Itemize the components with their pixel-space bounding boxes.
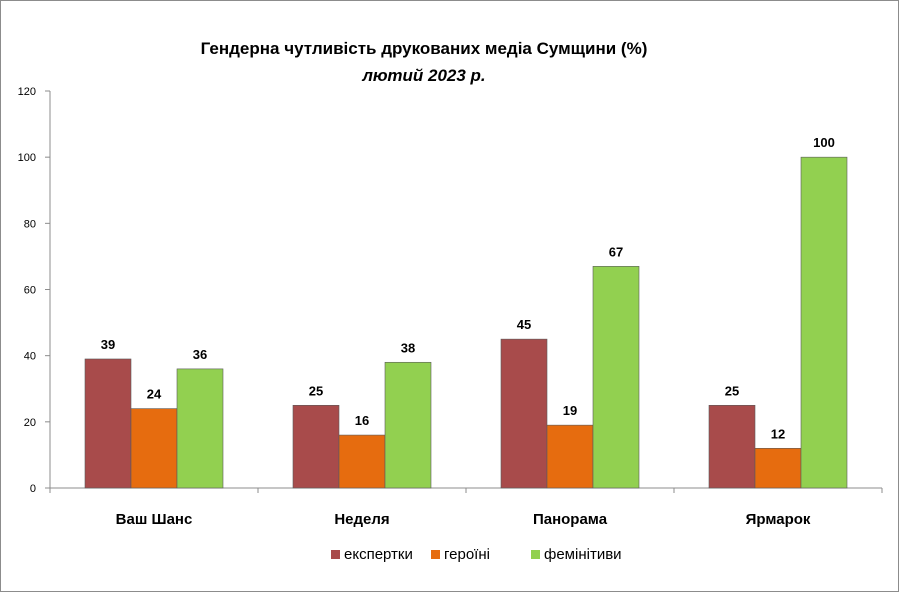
data-label: 39	[101, 337, 115, 352]
bar	[384, 361, 432, 489]
y-tick-label: 100	[18, 152, 36, 164]
chart-subtitle: лютий 2023 р.	[361, 66, 485, 85]
x-tick-label: Ваш Шанс	[116, 511, 193, 528]
bar	[754, 447, 802, 489]
x-tick-label: Неделя	[334, 511, 389, 528]
data-label: 16	[355, 413, 369, 428]
bar	[292, 404, 340, 489]
data-label: 25	[309, 383, 323, 398]
legend-label: героїні	[444, 546, 490, 563]
bar	[338, 434, 386, 489]
legend-label: фемінітиви	[544, 546, 622, 563]
x-tick-label: Панорама	[533, 511, 608, 528]
data-label: 67	[609, 244, 623, 259]
data-label: 38	[401, 340, 415, 355]
bar	[800, 156, 848, 489]
data-label: 100	[813, 135, 835, 150]
data-label: 12	[771, 426, 785, 441]
data-label: 36	[193, 347, 207, 362]
data-label: 19	[563, 403, 577, 418]
legend-swatch	[431, 550, 440, 559]
y-tick-label: 20	[24, 417, 36, 429]
bar	[708, 404, 756, 489]
bar	[500, 338, 548, 489]
legend: експертки героїні фемінітиви	[331, 546, 622, 563]
bars: 39 24 36 25 16 38 45 19 67 25 12 100	[84, 135, 848, 489]
legend-swatch	[531, 550, 540, 559]
legend-label: експертки	[344, 546, 413, 563]
chart-title: Гендерна чутливість друкованих медіа Сум…	[201, 39, 648, 58]
bar	[130, 408, 178, 489]
y-tick-label: 0	[30, 483, 36, 495]
y-tick-label: 60	[24, 285, 36, 297]
data-label: 25	[725, 383, 739, 398]
y-tick-label: 120	[18, 86, 36, 98]
y-tick-label: 40	[24, 351, 36, 363]
data-label: 45	[517, 317, 531, 332]
bar	[84, 358, 132, 489]
y-tick-label: 80	[24, 218, 36, 230]
bar	[592, 266, 640, 489]
bar	[176, 368, 224, 489]
legend-swatch	[331, 550, 340, 559]
x-tick-label: Ярмарок	[746, 511, 811, 528]
data-label: 24	[147, 387, 162, 402]
bar	[546, 424, 594, 489]
